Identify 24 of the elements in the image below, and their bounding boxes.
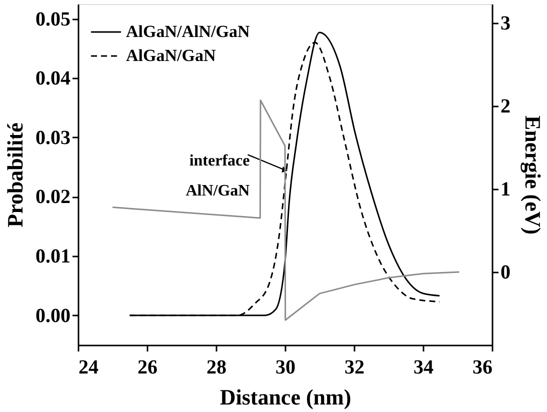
x-axis-title: Distance (nm) [220, 384, 352, 410]
y-tick-label: 0.01 [36, 246, 70, 268]
y-tick-label: 0.00 [36, 304, 70, 327]
y-axis-title: Probabilité [2, 122, 28, 228]
line-series [112, 99, 460, 321]
y2-tick-label: 2 [500, 96, 510, 118]
y-tick-label: 0.03 [36, 126, 70, 149]
x-tick-label: 34 [414, 356, 434, 378]
y2-tick-label: 3 [500, 12, 510, 35]
x-tick-label: 30 [276, 356, 296, 378]
y2-axis-title: Energie (eV) [520, 115, 546, 235]
annotation: interface AlN/GaN [186, 152, 250, 200]
x-tick-label: 28 [206, 356, 226, 378]
legend-label: AlGaN/GaN [126, 46, 216, 65]
y-tick-label: 0.04 [36, 68, 70, 90]
y-tick-label: 0.02 [36, 186, 70, 208]
x-tick-label: 26 [138, 356, 158, 378]
x-tick-label: 32 [344, 356, 364, 378]
legend-label: AlGaN/AlN/GaN [126, 22, 250, 41]
y2-tick-label: 0 [500, 261, 510, 284]
y2-tick-label: 1 [500, 178, 510, 201]
y-tick-label: 0.05 [36, 8, 70, 30]
x-tick-label: 36 [472, 356, 492, 378]
x-tick-label: 24 [78, 356, 98, 378]
